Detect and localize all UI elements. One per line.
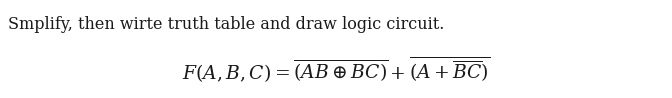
Text: Smplify, then wirte truth table and draw logic circuit.: Smplify, then wirte truth table and draw… (8, 16, 444, 33)
Text: $F(A,B,C) = \overline{(AB\oplus BC)} + \overline{(A + \overline{BC})}$: $F(A,B,C) = \overline{(AB\oplus BC)} + \… (182, 55, 490, 85)
